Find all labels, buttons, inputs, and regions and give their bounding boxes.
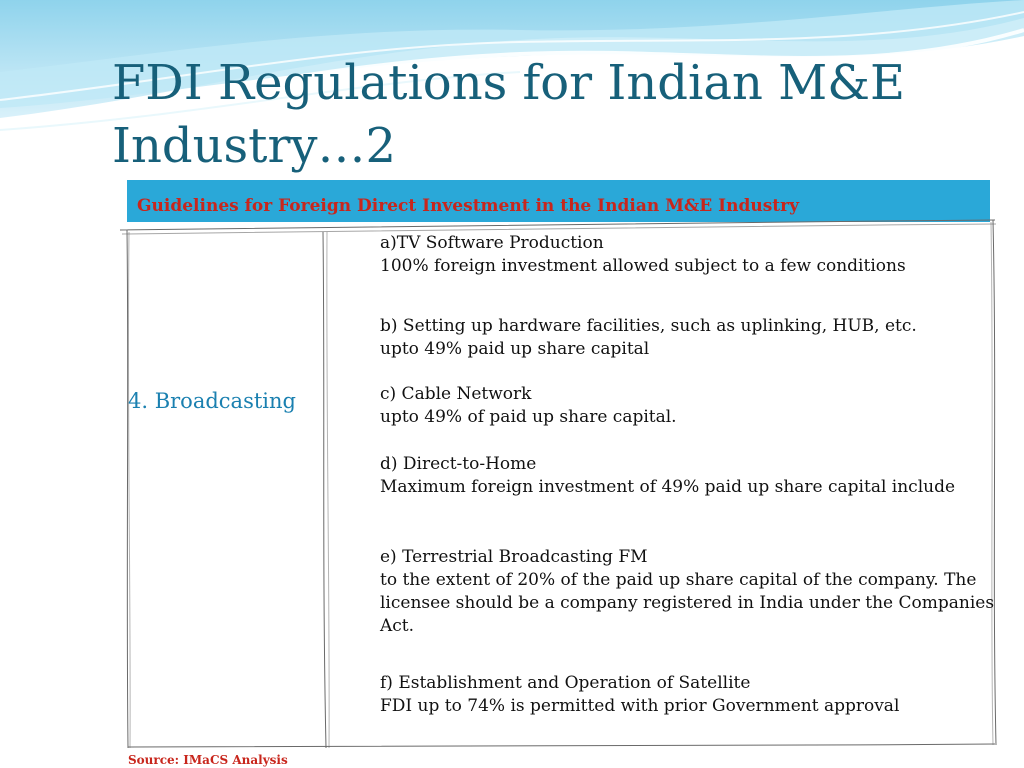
guideline-item: a)TV Software Production 100% foreign in… bbox=[380, 232, 995, 278]
guideline-detail: upto 49% paid up share capital bbox=[380, 339, 650, 359]
guideline-detail: Maximum foreign investment of 49% paid u… bbox=[380, 477, 956, 497]
guideline-item: f) Establishment and Operation of Satell… bbox=[380, 672, 995, 718]
guideline-item: b) Setting up hardware facilities, such … bbox=[380, 315, 995, 361]
guideline-heading: a)TV Software Production bbox=[380, 233, 604, 253]
guideline-detail: FDI up to 74% is permitted with prior Go… bbox=[380, 696, 900, 716]
guideline-heading: d) Direct-to-Home bbox=[380, 454, 537, 474]
guidelines-banner: Guidelines for Foreign Direct Investment… bbox=[127, 180, 990, 222]
guideline-item: c) Cable Network upto 49% of paid up sha… bbox=[380, 383, 995, 429]
source-note: Source: IMaCS Analysis bbox=[128, 753, 288, 767]
guideline-detail: upto 49% of paid up share capital. bbox=[380, 407, 677, 427]
guideline-heading: c) Cable Network bbox=[380, 384, 532, 404]
banner-text: Guidelines for Foreign Direct Investment… bbox=[137, 196, 799, 216]
wave-background bbox=[0, 0, 1024, 160]
slide-title: FDI Regulations for Indian M&E Industry…… bbox=[112, 55, 906, 174]
guideline-detail: 100% foreign investment allowed subject … bbox=[380, 256, 906, 276]
guideline-item: d) Direct-to-Home Maximum foreign invest… bbox=[380, 453, 995, 499]
guideline-heading: e) Terrestrial Broadcasting FM bbox=[380, 547, 648, 567]
guideline-heading: f) Establishment and Operation of Satell… bbox=[380, 673, 751, 693]
guideline-heading: b) Setting up hardware facilities, such … bbox=[380, 316, 917, 336]
guideline-detail: to the extent of 20% of the paid up shar… bbox=[380, 570, 995, 636]
sector-label: 4. Broadcasting bbox=[128, 389, 296, 413]
guideline-item: e) Terrestrial Broadcasting FM to the ex… bbox=[380, 546, 995, 638]
